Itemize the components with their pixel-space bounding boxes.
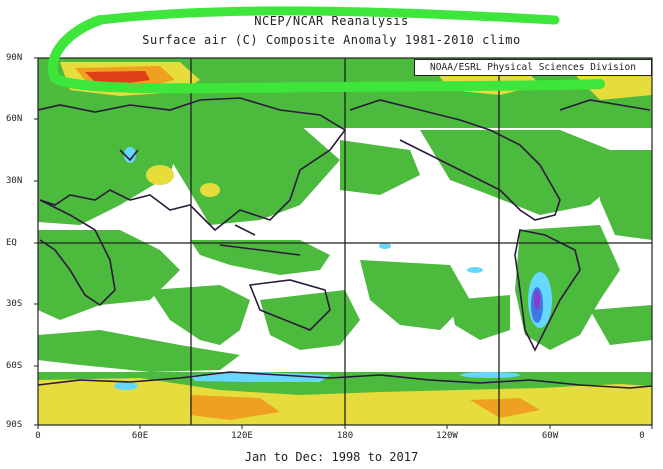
lat-label: 60N: [6, 114, 23, 124]
lon-label: 120W: [436, 431, 458, 441]
coastlines: [38, 97, 652, 389]
lon-label: 60E: [131, 431, 149, 441]
lat-label: 90S: [6, 420, 23, 430]
map-gridlines: [38, 58, 652, 425]
hottest-region: [85, 71, 150, 84]
axis-ticks: [34, 57, 653, 429]
strongest-cold-region: [534, 290, 540, 310]
lon-label: 0: [35, 431, 41, 441]
date-range-caption: Jan to Dec: 1998 to 2017: [244, 450, 419, 464]
lat-label: 30N: [6, 176, 23, 186]
map-subtitle: Surface air (C) Composite Anomaly 1981-2…: [142, 33, 521, 47]
lat-label: 30S: [6, 299, 23, 309]
lat-label: 60S: [6, 361, 23, 371]
lon-label: 0: [639, 431, 645, 441]
lon-label: 180: [336, 431, 354, 441]
credit-label: NOAA/ESRL Physical Sciences Division: [414, 59, 652, 76]
lat-label: EQ: [6, 238, 17, 248]
highlight-annotation-stroke: [47, 6, 605, 94]
cold-anomaly-regions: [114, 147, 552, 390]
lat-label: 90N: [6, 53, 23, 63]
lon-label: 120E: [231, 431, 253, 441]
lon-label: 60W: [541, 431, 559, 441]
map-title: NCEP/NCAR Reanalysis: [254, 14, 409, 28]
